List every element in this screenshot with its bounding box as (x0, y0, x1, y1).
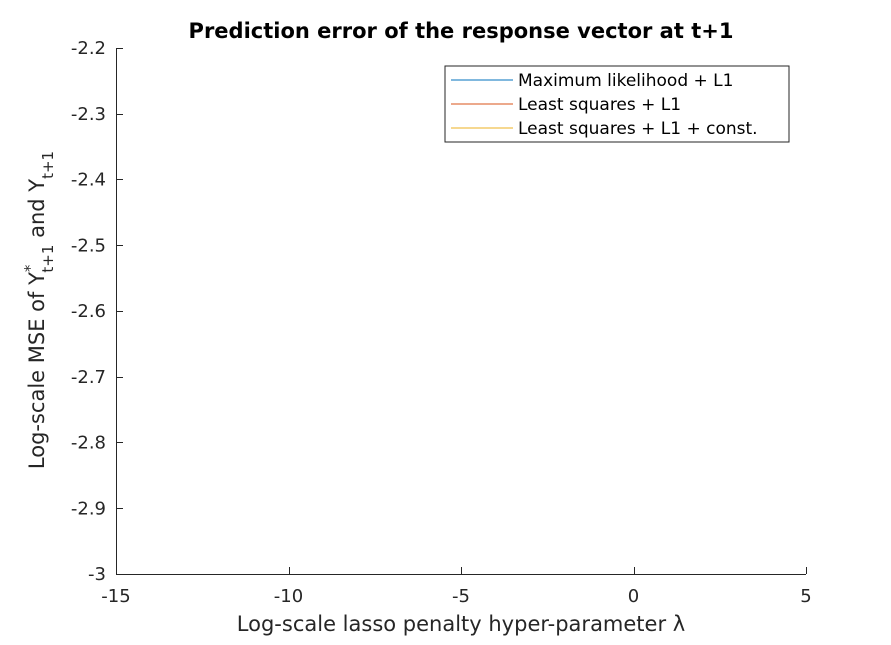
y-tick-label: -2.7 (71, 367, 106, 388)
x-tick-label: -10 (274, 586, 303, 607)
y-tick-label: -3 (88, 564, 106, 585)
y-tick-label: -2.9 (71, 498, 106, 519)
y-axis-ticks: -3 -2.9 -2.8 -2.7 -2.6 -2.5 -2.4 -2.3 -2.2 (71, 38, 123, 585)
y-label-subscript: t+1 (39, 245, 57, 273)
x-tick-label: 0 (628, 586, 639, 607)
y-label-prefix: Log-scale MSE of Y (25, 272, 49, 469)
y-tick-label: -2.4 (71, 170, 106, 191)
x-tick-label: -5 (452, 586, 470, 607)
y-tick-label: -2.5 (71, 235, 106, 256)
legend-label: Least squares + L1 + const. (518, 119, 758, 139)
y-label-middle: and Y (25, 179, 49, 245)
legend: Maximum likelihood + L1 Least squares + L… (444, 65, 790, 143)
x-axis-label: Log-scale lasso penalty hyper-parameter … (237, 612, 685, 636)
y-label-subscript-2: t+1 (39, 151, 57, 179)
y-tick-label: -2.8 (71, 433, 106, 454)
x-tick-label: -15 (101, 586, 130, 607)
y-axis-label: Log-scale MSE of Y*t+1 and Yt+1 (21, 151, 57, 469)
legend-label: Maximum likelihood + L1 (518, 71, 733, 91)
y-tick-label: -2.2 (71, 38, 106, 59)
x-axis-ticks: -15 -10 -5 0 5 (101, 567, 812, 607)
y-label-superscript: * (21, 264, 39, 272)
chart-title: Prediction error of the response vector … (189, 19, 734, 43)
y-tick-label: -2.3 (71, 104, 106, 125)
x-tick-label: 5 (800, 586, 811, 607)
y-tick-label: -2.6 (71, 301, 106, 322)
legend-label: Least squares + L1 (518, 95, 681, 115)
